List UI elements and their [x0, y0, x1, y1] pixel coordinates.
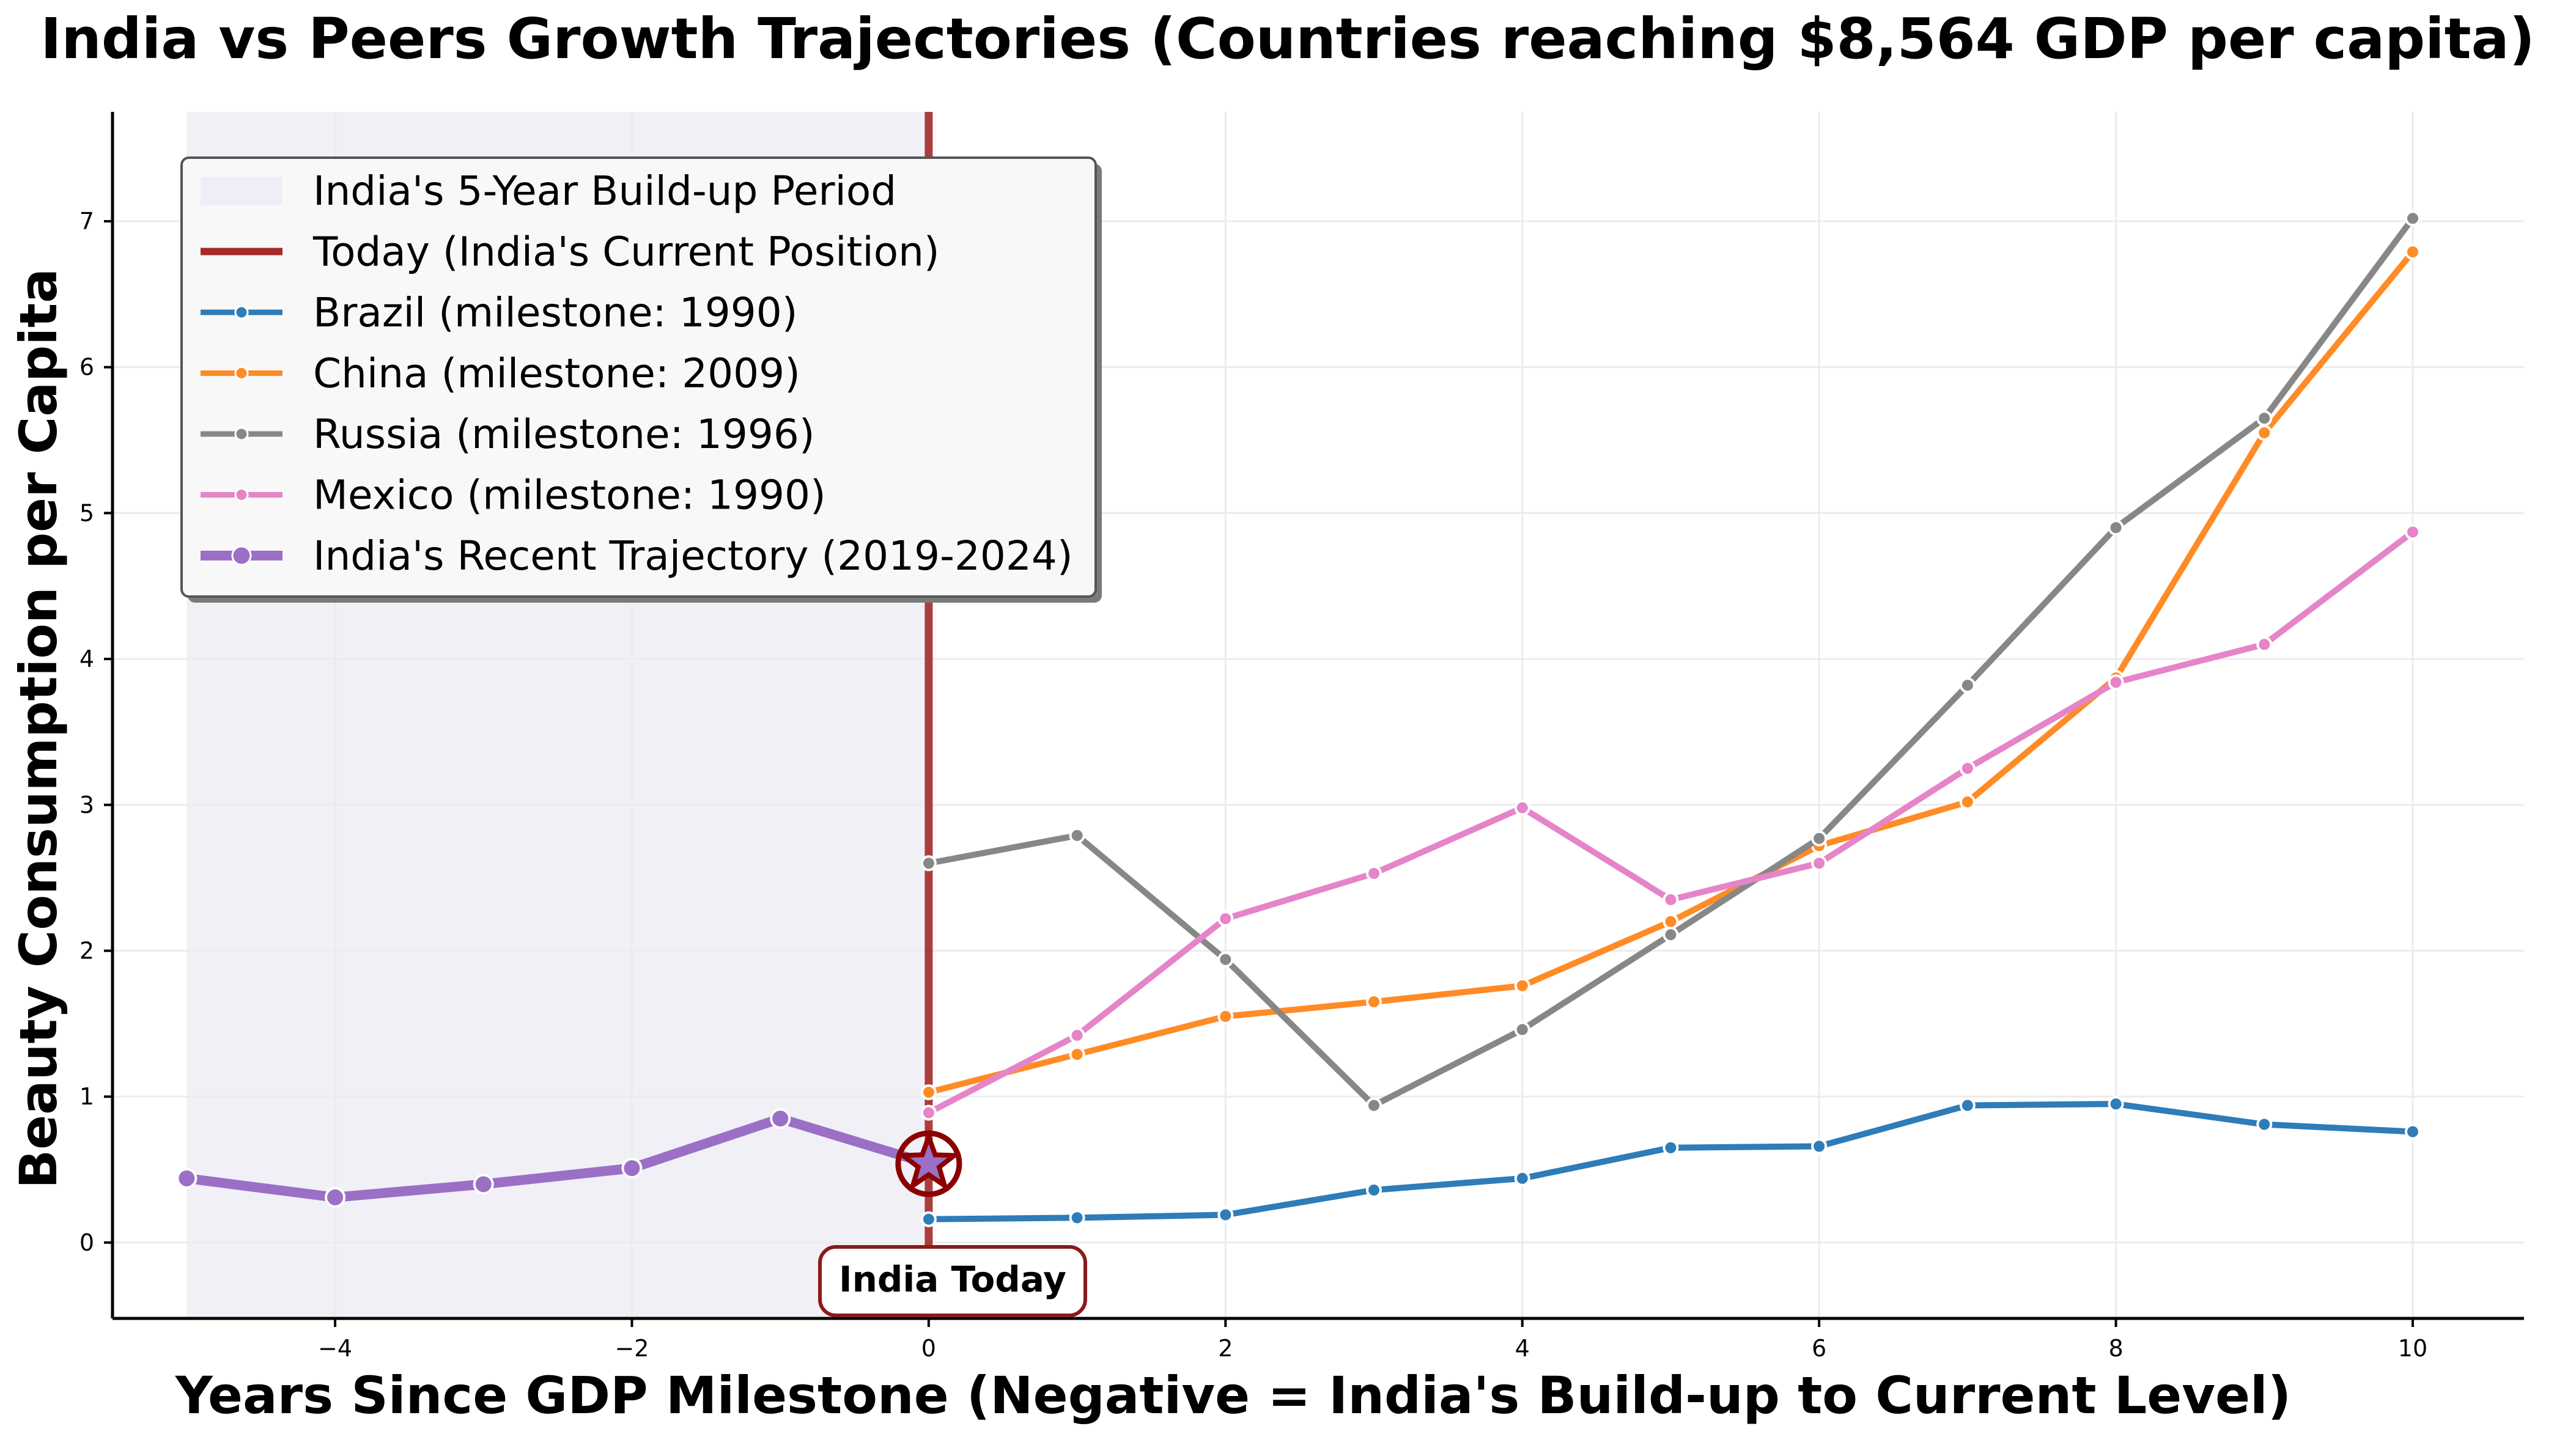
legend-label: Today (India's Current Position): [312, 229, 940, 276]
data-point: [1811, 1138, 1828, 1155]
data-point: [770, 1108, 791, 1129]
india-today-annotation: India Today: [818, 1245, 1087, 1317]
data-point: [2404, 524, 2421, 540]
legend-swatch-patch: [201, 177, 282, 205]
x-tick-label: 0: [921, 1335, 936, 1362]
data-point: [1366, 1182, 1382, 1198]
chart-title: India vs Peers Growth Trajectories (Coun…: [40, 6, 2535, 72]
data-point: [920, 1104, 937, 1121]
marker-layer: [895, 1130, 962, 1197]
legend-label: Mexico (milestone: 1990): [313, 472, 826, 519]
y-tick-label: 6: [79, 354, 94, 381]
data-point: [1366, 1097, 1382, 1114]
data-point: [1366, 994, 1382, 1010]
data-point: [1217, 951, 1234, 968]
legend-label: India's Recent Trajectory (2019-2024): [313, 532, 1073, 579]
data-point: [1217, 1008, 1234, 1024]
data-point: [621, 1158, 643, 1179]
data-point: [1366, 865, 1382, 881]
x-tick-label: 10: [2398, 1335, 2427, 1362]
x-tick-label: −2: [614, 1335, 649, 1362]
data-point: [1217, 910, 1234, 927]
y-tick-label: 3: [79, 792, 94, 818]
data-point: [325, 1186, 346, 1208]
data-point: [2108, 674, 2124, 691]
data-point: [2404, 244, 2421, 260]
legend-box: [180, 156, 1097, 598]
data-point: [2256, 636, 2273, 653]
data-point: [1514, 1021, 1530, 1038]
legend-swatch-marker: [234, 305, 249, 320]
x-tick-label: 4: [1515, 1335, 1530, 1362]
legend-label: China (milestone: 2009): [313, 350, 800, 397]
data-point: [473, 1174, 494, 1195]
series-layer: [176, 210, 2421, 1227]
legend-label: Russia (milestone: 1996): [313, 411, 815, 458]
x-tick-label: 6: [1812, 1335, 1826, 1362]
annotation-text: India Today: [839, 1259, 1066, 1300]
data-point: [920, 1211, 937, 1227]
y-tick-label: 7: [79, 208, 94, 235]
series-line-3: [925, 529, 2416, 1116]
today-star-marker: [896, 1130, 961, 1192]
data-point: [176, 1167, 197, 1189]
data-point: [1069, 1027, 1085, 1043]
data-point: [1959, 760, 1976, 777]
data-point: [1663, 927, 1679, 943]
data-point: [1514, 977, 1530, 994]
y-axis-title: Beauty Consumption per Capita: [9, 268, 68, 1189]
axis-layer: −4 −2 0 2 4 6 8 10 0 1 2 3 4 5 6 7: [79, 112, 2524, 1362]
data-point: [2404, 1123, 2421, 1140]
data-point: [1959, 677, 1976, 694]
data-point: [1069, 1046, 1085, 1062]
x-tick-label: 8: [2108, 1335, 2123, 1362]
y-tick-label: 2: [79, 937, 94, 964]
series-line-4: [182, 1113, 934, 1202]
x-tick-label: 2: [1218, 1335, 1233, 1362]
data-point: [2404, 210, 2421, 227]
data-point: [1069, 1210, 1085, 1226]
series-line-0: [925, 1101, 2416, 1222]
data-point: [1959, 794, 1976, 810]
series-line-1: [925, 249, 2416, 1096]
y-tick-label: 5: [79, 499, 94, 526]
data-point: [920, 855, 937, 872]
legend-label: India's 5-Year Build-up Period: [313, 167, 896, 215]
data-point: [1663, 891, 1679, 908]
data-point: [1663, 1139, 1679, 1156]
legend: India's 5-Year Build-up Period Today (Ind…: [180, 156, 1102, 603]
data-point: [1217, 1207, 1234, 1223]
data-point: [2108, 520, 2124, 536]
data-point: [1514, 799, 1530, 816]
data-point: [1514, 1170, 1530, 1186]
x-axis-title: Years Since GDP Milestone (Negative = In…: [175, 1365, 2291, 1425]
data-point: [2108, 1096, 2124, 1112]
data-point: [1811, 855, 1828, 872]
legend-swatch-marker: [234, 427, 249, 441]
data-point: [2256, 410, 2273, 427]
y-tick-label: 1: [79, 1083, 94, 1110]
legend-swatch-marker: [234, 366, 249, 380]
legend-label: Brazil (milestone: 1990): [313, 289, 797, 336]
y-tick-label: 4: [79, 645, 94, 672]
data-point: [1811, 830, 1828, 847]
data-point: [920, 1084, 937, 1101]
data-point: [2256, 1116, 2273, 1133]
data-point: [1959, 1097, 1976, 1114]
data-point: [2256, 425, 2273, 441]
y-tick-label: 0: [79, 1229, 94, 1256]
x-tick-label: −4: [318, 1335, 352, 1362]
data-point: [1663, 913, 1679, 930]
legend-swatch-marker: [234, 488, 249, 502]
data-point: [1069, 827, 1085, 843]
legend-swatch-marker: [231, 545, 252, 566]
annotation-box: [818, 1245, 1087, 1317]
